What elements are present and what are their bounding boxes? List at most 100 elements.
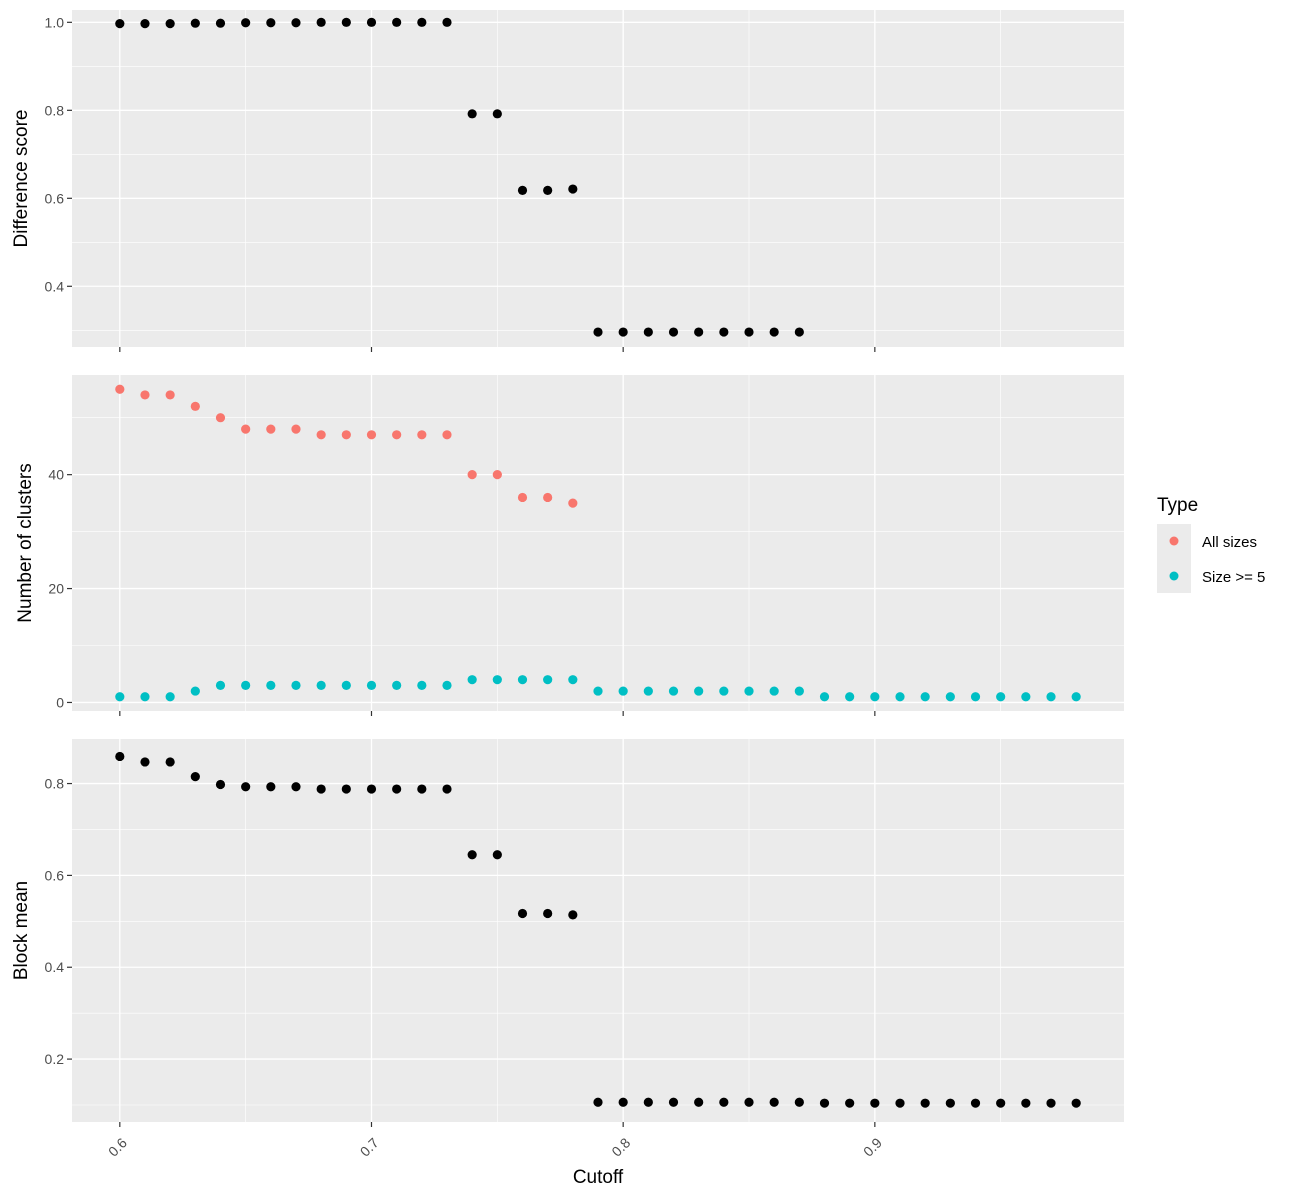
data-point-size-5 — [694, 686, 704, 696]
data-point-point — [266, 782, 276, 792]
x-axis-title: Cutoff — [573, 1167, 624, 1188]
data-point-point — [442, 784, 452, 794]
data-point-point — [517, 185, 528, 195]
data-point-point — [517, 908, 528, 919]
y-axis-title-difference-score: Difference score — [11, 110, 32, 248]
y-ticks-layer: 0.4 0.6 0.8 1.0 — [45, 14, 72, 294]
data-point-all-sizes — [316, 430, 326, 440]
data-point-all-sizes — [215, 413, 226, 423]
data-point-size-5 — [794, 686, 804, 696]
panel-background — [72, 739, 1124, 1122]
data-point-all-sizes — [517, 492, 528, 503]
data-point-size-5 — [392, 680, 402, 690]
data-point-point — [190, 18, 200, 28]
data-point-size-5 — [1021, 692, 1031, 702]
data-point-point — [341, 784, 351, 794]
x-tick-labels-layer: 0.6 0.7 0.8 0.9 — [105, 1134, 885, 1159]
data-point-point — [492, 850, 502, 860]
data-point-point — [266, 18, 276, 28]
data-point-point — [392, 784, 402, 794]
data-point-size-5 — [920, 692, 930, 702]
data-point-point — [694, 327, 704, 337]
legend-key-size-ge-5 — [1169, 571, 1179, 581]
y-axis-title-block-mean: Block mean — [11, 881, 32, 980]
data-point-point — [568, 184, 578, 194]
panel-background — [72, 375, 1124, 711]
data-point-point — [467, 850, 477, 860]
data-point-point — [1021, 1098, 1031, 1108]
data-point-point — [241, 782, 251, 792]
x-ticks-layer — [119, 347, 876, 352]
data-point-point — [215, 18, 226, 28]
points-layer — [115, 384, 1081, 702]
data-point-size-5 — [870, 692, 880, 702]
data-point-point — [165, 757, 175, 767]
data-point-size-5 — [568, 675, 578, 685]
y-tick-label: 0 — [56, 694, 64, 710]
y-ticks-layer: 0 20 40 — [48, 467, 72, 710]
data-point-point — [568, 910, 578, 920]
data-point-point — [392, 17, 402, 27]
data-point-point — [643, 1097, 653, 1107]
data-point-point — [970, 1098, 981, 1108]
data-point-all-sizes — [291, 424, 301, 434]
data-point-point — [668, 327, 679, 337]
data-point-size-5 — [366, 680, 377, 690]
y-tick-label: 0.4 — [45, 959, 65, 975]
data-point-size-5 — [996, 692, 1006, 702]
data-point-size-5 — [241, 680, 251, 690]
data-point-point — [140, 757, 150, 767]
data-point-point — [618, 1097, 628, 1107]
data-point-point — [442, 17, 452, 27]
data-point-all-sizes — [442, 430, 452, 440]
legend-label-all-sizes: All sizes — [1202, 534, 1257, 551]
x-tick-label: 0.7 — [357, 1134, 382, 1159]
x-ticks-layer — [119, 711, 876, 716]
data-point-point — [140, 19, 150, 29]
data-point-point — [291, 18, 301, 28]
data-point-all-sizes — [115, 384, 125, 394]
data-point-point — [744, 327, 754, 337]
data-point-all-sizes — [165, 390, 175, 400]
data-point-size-5 — [719, 686, 729, 696]
data-point-point — [769, 327, 779, 337]
data-point-size-5 — [517, 675, 528, 685]
legend-label-size-ge-5: Size >= 5 — [1202, 569, 1265, 586]
x-tick-label: 0.9 — [860, 1134, 885, 1159]
data-point-point — [543, 908, 553, 919]
panel-number-of-clusters: 0 20 40 Number of clusters — [15, 375, 1124, 716]
data-point-point — [341, 17, 351, 27]
y-tick-label: 0.4 — [45, 278, 65, 294]
data-point-point — [1046, 1098, 1056, 1108]
data-point-point — [165, 19, 175, 29]
data-point-point — [417, 17, 427, 27]
y-tick-label: 0.6 — [45, 190, 65, 206]
data-point-all-sizes — [366, 430, 377, 440]
y-tick-label: 0.2 — [45, 1051, 65, 1067]
data-point-size-5 — [593, 686, 603, 696]
data-point-size-5 — [744, 686, 754, 696]
data-point-all-sizes — [190, 401, 200, 411]
data-point-size-5 — [895, 692, 905, 702]
x-ticks-layer — [119, 1122, 876, 1127]
x-tick-label: 0.6 — [105, 1134, 130, 1159]
data-point-all-sizes — [341, 430, 351, 440]
data-point-point — [492, 109, 502, 119]
y-tick-label: 0.8 — [45, 776, 65, 792]
data-point-all-sizes — [266, 424, 276, 434]
grid-layer — [72, 375, 1124, 711]
points-layer — [115, 751, 1081, 1108]
panel-background — [72, 10, 1124, 347]
data-point-size-5 — [140, 692, 150, 702]
x-tick-label: 0.8 — [608, 1134, 633, 1159]
data-point-size-5 — [266, 680, 276, 690]
data-point-point — [643, 327, 653, 337]
y-tick-label: 1.0 — [45, 14, 65, 30]
data-point-all-sizes — [568, 498, 578, 508]
y-tick-label: 0.8 — [45, 102, 65, 118]
data-point-size-5 — [819, 692, 830, 702]
data-point-point — [543, 185, 553, 195]
data-point-all-sizes — [467, 470, 477, 480]
data-point-point — [241, 18, 251, 28]
